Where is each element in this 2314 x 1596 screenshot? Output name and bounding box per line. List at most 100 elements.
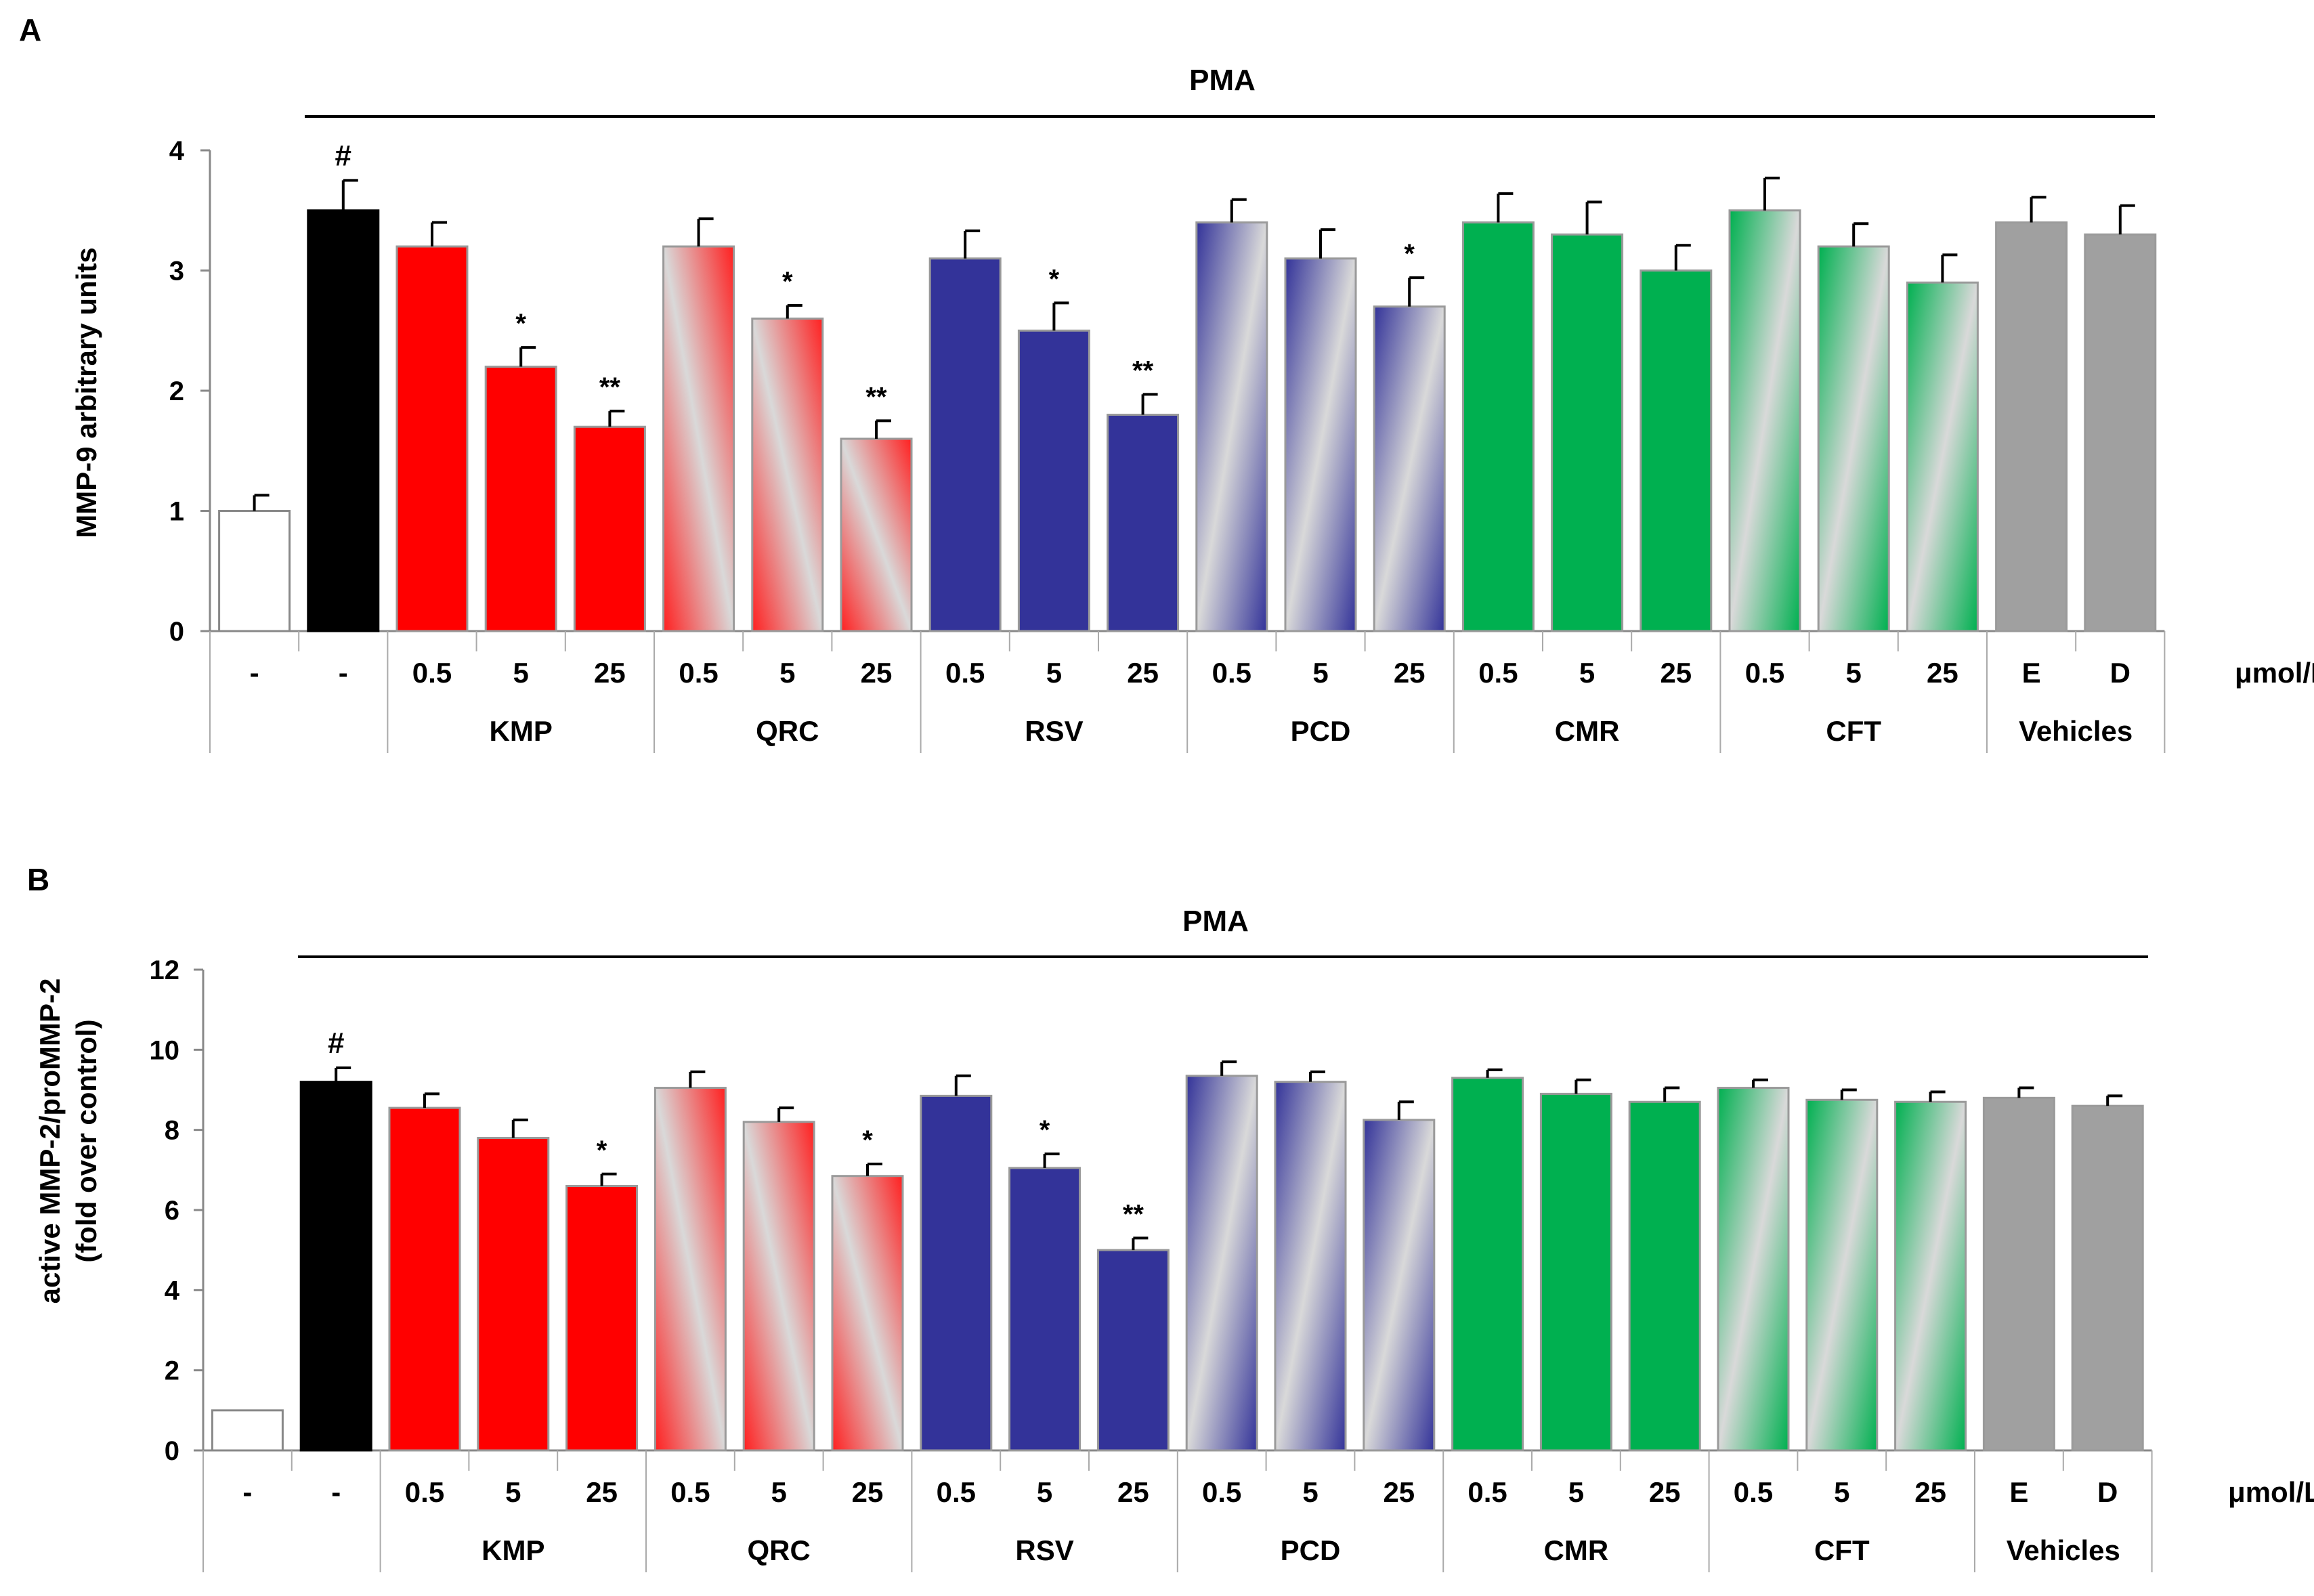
panel-b-category-label: 25 [1117, 1476, 1149, 1508]
panel-a-category-label: 0.5 [412, 657, 452, 689]
panel-b-bar [831, 1175, 904, 1452]
panel-a-category-label: 25 [1660, 657, 1692, 689]
panel-b-bar [1363, 1119, 1436, 1452]
panel-b-bar [742, 1121, 815, 1452]
panel-a-category-label: 25 [1127, 657, 1159, 689]
panel-a-title: PMA [1189, 64, 1256, 97]
panel-b-y-tick-label: 2 [165, 1356, 179, 1386]
panel-a-category-label: 25 [1927, 657, 1958, 689]
panel-a-bar [484, 366, 557, 632]
panel-b-bar [565, 1185, 639, 1452]
panel-a-bar [1017, 329, 1090, 632]
panel-a-category-label: E [2022, 657, 2041, 689]
panel-b-bar [211, 1409, 284, 1452]
panel-a-bar [1640, 269, 1713, 632]
panel-b-group-label: QRC [748, 1534, 811, 1566]
panel-b-bar [1894, 1100, 1967, 1452]
panel-b-category-label: 5 [505, 1476, 521, 1508]
panel-b-category-label: 0.5 [670, 1476, 710, 1508]
panel-a-bar [1551, 233, 1624, 632]
panel-a-significance-label: ** [865, 382, 887, 412]
panel-a-significance-label: * [1404, 239, 1415, 269]
panel-b-y-tick-label: 10 [150, 1035, 180, 1065]
panel-a-category-label: 5 [1846, 657, 1862, 689]
panel-a-bar [751, 318, 824, 632]
panel-b-category-label: 25 [1383, 1476, 1415, 1508]
panel-a-category-label: - [250, 657, 259, 689]
panel-b-category-label: 5 [1037, 1476, 1052, 1508]
panel-b-bar [1628, 1100, 1701, 1452]
panel-b-y-tick-label: 8 [165, 1116, 179, 1146]
panel-a-category-label: 5 [779, 657, 795, 689]
panel-b-category-label: 5 [1568, 1476, 1584, 1508]
panel-b-y-tick-label: 0 [165, 1436, 179, 1466]
panel-a-category-label: - [339, 657, 348, 689]
panel-b-category-label: D [2097, 1476, 2118, 1508]
panel-a-significance-label: * [515, 309, 526, 339]
panel-a-group-label: KMP [490, 715, 553, 747]
panel-b-y-tick-label: 6 [165, 1196, 179, 1226]
panel-b-category-label: - [242, 1476, 252, 1508]
panel-a-group-label: Vehicles [2019, 715, 2133, 747]
panel-a-y-tick-label: 3 [169, 257, 184, 286]
panel-b-y-axis-label: active MMP-2/proMMP-2 [34, 978, 66, 1304]
panel-b-significance-label: * [1040, 1115, 1050, 1145]
panel-b-category-label: 0.5 [1467, 1476, 1507, 1508]
panel-b-category-label: - [331, 1476, 341, 1508]
panel-b-category-label: 25 [852, 1476, 884, 1508]
panel-a-y-tick-label: 1 [169, 497, 184, 527]
panel-a-y-tick-label: 0 [169, 617, 184, 647]
panel-a-group-label: RSV [1025, 715, 1083, 747]
panel-a-bar [1284, 257, 1357, 632]
panel-a-y-axis-label: MMP-9 arbitrary units [70, 247, 102, 538]
panel-b-category-label: 0.5 [405, 1476, 444, 1508]
panel-b-group-label: CMR [1544, 1534, 1609, 1566]
panel-b-significance-label: ** [1123, 1199, 1144, 1229]
panel-a-bar [218, 510, 291, 632]
panel-a-significance-label: * [782, 267, 793, 297]
panel-a-category-label: 5 [1579, 657, 1595, 689]
panel-a-category-label: 0.5 [945, 657, 985, 689]
panel-a-bar [1728, 209, 1801, 632]
panel-a-category-label: 5 [1312, 657, 1328, 689]
panel-a-bar [2084, 233, 2157, 632]
panel-a-category-label: 25 [1394, 657, 1426, 689]
panel-a-group-label: QRC [756, 715, 819, 747]
panel-b-category-label: 0.5 [1202, 1476, 1241, 1508]
panel-b-category-label: 25 [1649, 1476, 1681, 1508]
panel-b-significance-label: # [328, 1027, 344, 1060]
panel-a-significance-label: ** [599, 372, 621, 402]
panel-b-group-label: Vehicles [2007, 1534, 2120, 1566]
panel-a-bar [1373, 305, 1446, 632]
panel-b-group-label: KMP [481, 1534, 544, 1566]
panel-b-y-axis-label-2: (fold over control) [70, 1019, 102, 1262]
panel-b-bar [1717, 1087, 1790, 1452]
panel-b-bar [1274, 1081, 1347, 1452]
panel-b-bar [477, 1137, 550, 1452]
panel-b-bar [2071, 1104, 2144, 1452]
panel-b-unit-label: μmol/L [2228, 1476, 2314, 1508]
panel-a-bar [307, 209, 380, 632]
panel-a-bar [1107, 414, 1180, 632]
panel-a-category-label: 5 [513, 657, 529, 689]
panel-a-y-tick-label: 2 [169, 376, 184, 406]
panel-b-group-label: CFT [1814, 1534, 1870, 1566]
panel-b-significance-label: * [862, 1125, 873, 1155]
panel-a-group-label: PCD [1291, 715, 1351, 747]
panel-a-category-label: 0.5 [679, 657, 718, 689]
panel-b-bar [1185, 1075, 1258, 1452]
panel-b-bar [388, 1106, 461, 1452]
panel-a-bar [928, 257, 1002, 632]
panel-a-bar [662, 245, 735, 632]
panel-a-group-label: CFT [1826, 715, 1881, 747]
panel-a-plot: 0 1 2 3 4 - # - 0.5 * 5 ** 25 0.5 * 5 ** 25 0.5 * 5 ** 25 0.5 5 *… [169, 136, 2314, 753]
panel-b-bar [654, 1087, 727, 1452]
panel-a-label: A [19, 12, 41, 47]
panel-b-group-label: PCD [1281, 1534, 1341, 1566]
panel-a-significance-label: # [335, 139, 351, 172]
panel-b-y-tick-label: 12 [150, 955, 180, 985]
panel-a-bar [395, 245, 469, 632]
panel-b-bar [299, 1081, 372, 1452]
panel-a-bar [573, 425, 646, 632]
